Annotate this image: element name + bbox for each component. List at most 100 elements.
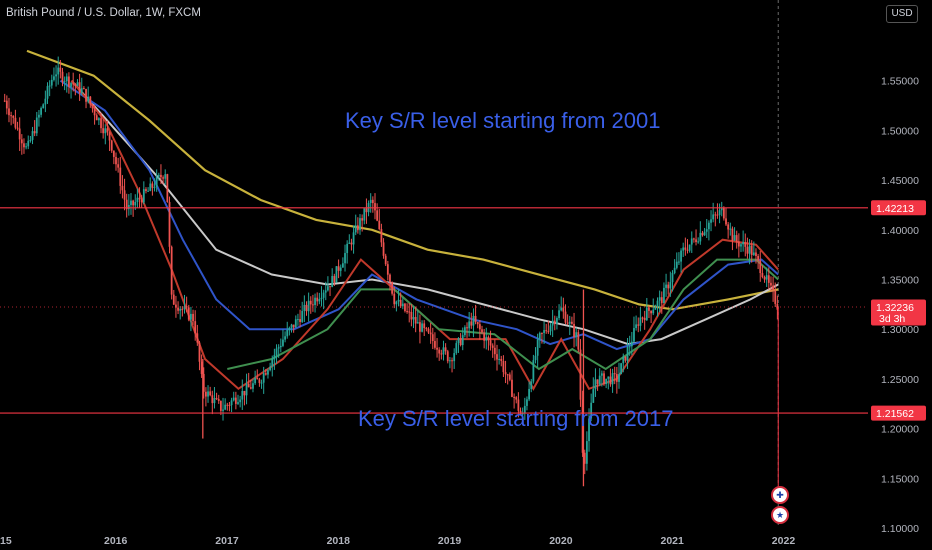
- candle-body: [459, 338, 462, 346]
- candle-body: [29, 139, 32, 141]
- gb-flag-icon[interactable]: ✚: [771, 486, 789, 504]
- candle-body: [344, 253, 346, 264]
- candle-body: [562, 307, 565, 312]
- candle-body: [172, 294, 175, 305]
- candle-body: [556, 318, 558, 324]
- candle-body: [744, 242, 747, 247]
- candle-body: [217, 398, 220, 401]
- candle-body: [639, 317, 642, 326]
- candle-body: [284, 336, 286, 340]
- candle-body: [230, 400, 233, 406]
- candle-body: [727, 224, 730, 230]
- candle-body: [38, 114, 40, 118]
- candle-body: [232, 397, 235, 401]
- candle-body: [70, 83, 72, 87]
- candle-body: [108, 132, 111, 141]
- candle-body: [626, 347, 629, 361]
- candle-body: [33, 131, 36, 134]
- candle-body: [376, 210, 379, 221]
- candle-body: [434, 341, 436, 348]
- candle-body: [453, 353, 456, 362]
- candle-body: [119, 167, 122, 186]
- candle-body: [652, 309, 655, 314]
- candle-body: [209, 391, 212, 396]
- candle-body: [164, 174, 167, 179]
- candle-body: [271, 359, 274, 367]
- candle-body: [648, 307, 650, 311]
- x-tick-label: 2021: [661, 535, 685, 547]
- candle-body: [27, 140, 30, 147]
- candle-body: [594, 379, 597, 390]
- candle-body: [767, 275, 770, 283]
- candle-body: [496, 354, 498, 360]
- candle-body: [267, 370, 269, 375]
- candle-body: [680, 250, 682, 262]
- candle-body: [401, 303, 404, 307]
- candle-body: [290, 324, 293, 328]
- us-flag-icon[interactable]: ★: [771, 506, 789, 524]
- candle-body: [100, 118, 102, 129]
- candle-body: [521, 413, 524, 415]
- candle-body: [282, 339, 284, 346]
- candle-body: [476, 322, 479, 325]
- candle-body: [774, 290, 777, 304]
- candle-body: [688, 244, 691, 251]
- candle-body: [746, 246, 749, 254]
- candle-body: [275, 348, 278, 355]
- candle-body: [752, 252, 755, 255]
- candle-body: [703, 231, 706, 236]
- candle-body: [772, 285, 774, 291]
- candle-body: [211, 395, 214, 404]
- candle-body: [151, 183, 154, 188]
- current-price-tag: 1.32236: [876, 302, 914, 314]
- candle-body: [309, 300, 312, 305]
- moving-average-ma_green: [227, 258, 779, 371]
- candle-body: [397, 299, 400, 302]
- candle-body: [149, 183, 152, 191]
- candle-body: [718, 210, 721, 215]
- candle-body: [579, 349, 582, 400]
- y-tick-label: 1.50000: [881, 125, 919, 137]
- candle-body: [337, 266, 340, 271]
- candle-body: [472, 315, 475, 326]
- candle-body: [256, 377, 259, 380]
- candle-body: [607, 376, 610, 379]
- candle-body: [132, 200, 135, 206]
- candle-body: [190, 313, 192, 320]
- axes: 1.55000 1.50000 1.45000 1.40000 1.35000 1.300…: [0, 76, 919, 547]
- candle-body: [665, 284, 667, 288]
- candle-body: [502, 361, 505, 373]
- candle-body: [399, 299, 402, 307]
- currency-button[interactable]: USD: [886, 5, 918, 23]
- candle-body: [374, 203, 376, 211]
- candle-body: [297, 319, 299, 321]
- candle-body: [320, 297, 323, 300]
- sr-levels[interactable]: [0, 207, 868, 492]
- candle-body: [598, 375, 601, 384]
- candle-body: [551, 320, 554, 326]
- candle-body: [16, 127, 19, 129]
- candle-body: [564, 311, 567, 323]
- candle-body: [102, 128, 105, 134]
- candle-body: [543, 330, 545, 334]
- candle-body: [671, 272, 674, 283]
- candle-body: [40, 108, 42, 115]
- candle-body: [166, 174, 169, 203]
- candle-body: [423, 323, 426, 329]
- candle-body: [106, 128, 109, 133]
- candle-body: [359, 218, 361, 231]
- candle-body: [710, 219, 712, 223]
- candle-body: [536, 339, 539, 356]
- candle-body: [485, 336, 488, 341]
- candle-body: [72, 83, 75, 85]
- candle-body: [757, 256, 760, 261]
- candle-body: [192, 313, 194, 322]
- candle-body: [185, 306, 188, 308]
- candle-body: [618, 374, 620, 382]
- candle-body: [481, 329, 483, 333]
- candle-body: [179, 308, 182, 311]
- candle-body: [466, 327, 468, 329]
- x-tick-label: 2018: [327, 535, 351, 547]
